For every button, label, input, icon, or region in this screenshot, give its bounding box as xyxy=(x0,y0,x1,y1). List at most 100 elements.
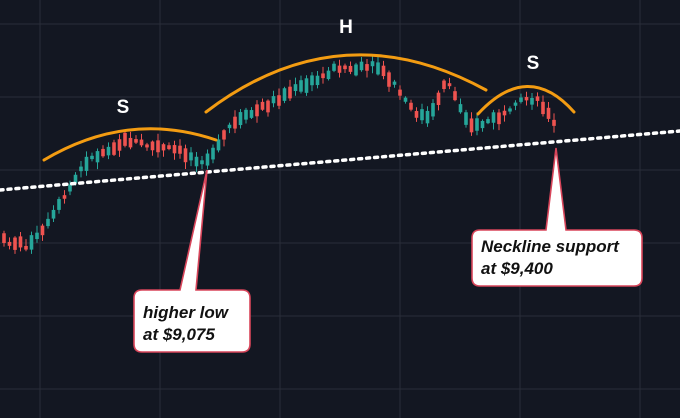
candle-99 xyxy=(546,102,551,122)
candle-body-65 xyxy=(359,61,364,71)
candle-44 xyxy=(244,107,248,124)
candle-22 xyxy=(123,131,127,148)
candle-body-1 xyxy=(7,241,12,246)
candle-body-46 xyxy=(255,104,259,117)
candle-21 xyxy=(117,134,122,157)
candle-body-41 xyxy=(227,124,232,129)
candle-37 xyxy=(205,149,210,170)
candle-68 xyxy=(376,55,380,76)
candle-body-53 xyxy=(293,84,298,92)
candle-body-91 xyxy=(502,110,507,116)
candle-57 xyxy=(315,71,320,89)
candle-body-39 xyxy=(216,139,221,151)
candle-11 xyxy=(62,190,67,204)
candle-63 xyxy=(348,61,353,75)
candle-82 xyxy=(453,86,457,102)
candle-79 xyxy=(436,90,441,111)
candle-95 xyxy=(524,91,529,106)
candle-28 xyxy=(156,133,160,158)
higher-low-callout-shape xyxy=(133,169,251,353)
candle-body-78 xyxy=(431,103,435,117)
candle-34 xyxy=(189,147,193,167)
candle-5 xyxy=(29,231,34,254)
candle-body-31 xyxy=(172,145,177,154)
candle-body-99 xyxy=(546,107,551,119)
right-shoulder-label: S xyxy=(527,53,540,74)
candle-body-81 xyxy=(447,83,452,87)
candle-body-55 xyxy=(304,78,309,93)
candle-body-49 xyxy=(271,96,276,104)
candle-body-25 xyxy=(139,139,144,146)
candle-body-72 xyxy=(398,89,402,96)
candle-70 xyxy=(387,70,391,92)
candle-33 xyxy=(183,144,188,170)
head-label: H xyxy=(339,17,353,38)
candle-body-9 xyxy=(51,209,56,219)
candle-31 xyxy=(172,140,177,160)
candle-body-93 xyxy=(513,102,518,106)
candle-body-84 xyxy=(464,112,468,125)
candle-body-60 xyxy=(332,63,336,71)
candle-91 xyxy=(502,105,507,122)
candle-body-57 xyxy=(315,75,320,86)
candle-85 xyxy=(469,112,474,136)
candle-40 xyxy=(222,129,226,147)
candle-body-6 xyxy=(35,232,39,240)
right-shoulder-arc xyxy=(476,85,576,116)
candle-81 xyxy=(447,77,452,90)
candle-14 xyxy=(79,160,83,178)
candle-body-17 xyxy=(95,151,100,163)
candle-body-26 xyxy=(145,144,149,148)
candle-body-23 xyxy=(128,137,133,148)
neckline-text-line1: Neckline support xyxy=(481,237,620,256)
candle-84 xyxy=(464,109,468,128)
candle-6 xyxy=(35,225,39,243)
candle-3 xyxy=(18,232,23,252)
candle-body-64 xyxy=(354,64,358,76)
candle-94 xyxy=(519,93,523,104)
candle-86 xyxy=(475,112,479,136)
candle-49 xyxy=(271,90,276,108)
candle-23 xyxy=(128,131,133,150)
candle-body-63 xyxy=(348,65,353,72)
candle-24 xyxy=(134,135,138,145)
candle-body-14 xyxy=(79,166,83,172)
candle-body-62 xyxy=(343,65,347,70)
candle-body-69 xyxy=(381,65,386,77)
candle-body-42 xyxy=(233,116,237,129)
candle-body-80 xyxy=(442,80,446,90)
candle-60 xyxy=(332,61,336,73)
candle-body-38 xyxy=(211,147,215,160)
candle-body-70 xyxy=(387,72,391,87)
candle-75 xyxy=(414,107,419,122)
candle-32 xyxy=(178,139,182,159)
candle-78 xyxy=(431,99,435,120)
candle-66 xyxy=(365,59,369,78)
candle-body-22 xyxy=(123,132,127,146)
candle-19 xyxy=(106,142,111,160)
candle-55 xyxy=(304,75,309,96)
candle-body-5 xyxy=(29,235,34,250)
candle-93 xyxy=(513,100,518,111)
candle-59 xyxy=(326,66,331,81)
candle-54 xyxy=(299,75,303,94)
candle-89 xyxy=(491,109,496,130)
candle-0 xyxy=(2,230,6,247)
candle-body-29 xyxy=(161,144,166,151)
candle-17 xyxy=(95,148,100,170)
higher-low-text-line2: at $9,075 xyxy=(143,325,215,344)
candle-62 xyxy=(343,63,347,74)
candle-body-76 xyxy=(420,109,424,121)
candle-47 xyxy=(260,98,265,111)
candle-body-56 xyxy=(310,75,314,86)
candle-48 xyxy=(266,99,270,117)
candle-body-74 xyxy=(409,102,413,110)
candle-body-34 xyxy=(189,152,193,161)
candle-29 xyxy=(161,142,166,157)
candle-body-97 xyxy=(535,96,540,101)
candle-body-16 xyxy=(90,155,94,160)
neckline-support-line xyxy=(0,129,680,192)
